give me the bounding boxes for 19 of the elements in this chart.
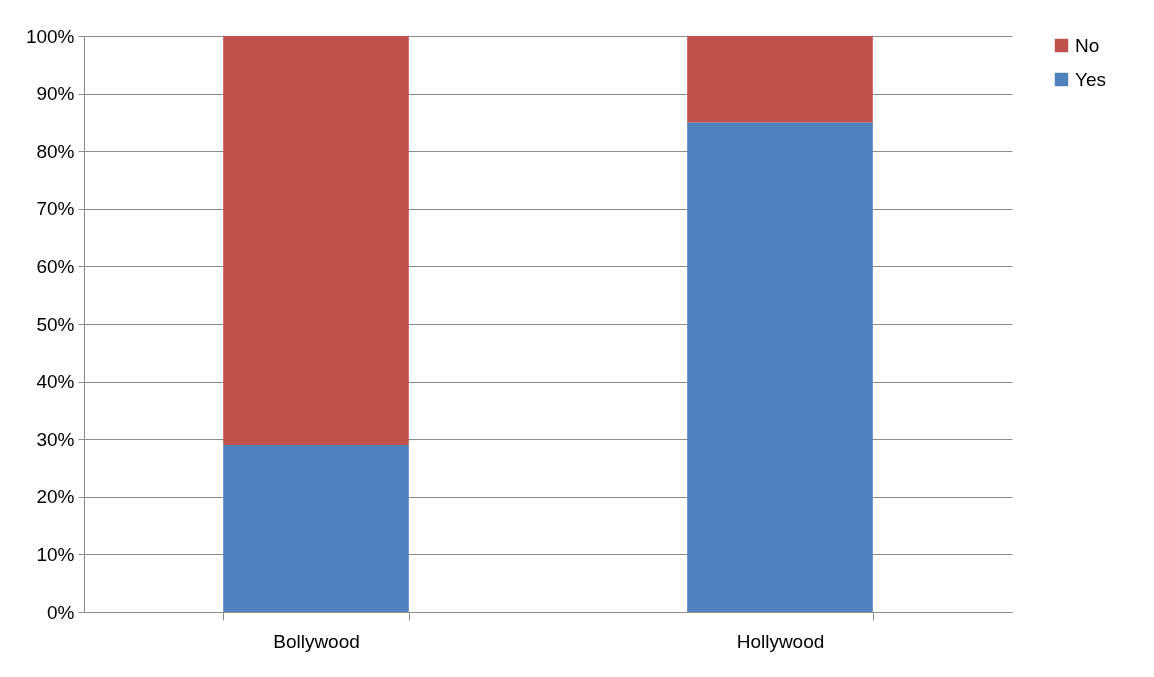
x-tick-label: Hollywood	[736, 630, 825, 652]
y-tick-label: 90%	[36, 83, 75, 105]
y-tick-label: 60%	[36, 255, 75, 277]
y-tick-label: 20%	[36, 486, 75, 508]
y-tick-label: 80%	[36, 140, 75, 162]
y-tick-label: 40%	[36, 371, 75, 393]
legend-label: No	[1075, 34, 1100, 56]
bar	[223, 444, 409, 612]
y-tick-label: 100%	[25, 25, 75, 47]
bar	[223, 36, 409, 445]
bar	[687, 36, 873, 123]
legend-label: Yes	[1075, 68, 1106, 90]
x-tick-label: Bollywood	[273, 630, 360, 652]
y-tick-label: 50%	[36, 313, 75, 335]
y-tick-label: 10%	[36, 543, 75, 565]
y-tick-label: 0%	[47, 601, 75, 623]
y-tick-label: 30%	[36, 428, 75, 450]
y-tick-label: 70%	[36, 198, 75, 220]
bar	[687, 122, 873, 612]
